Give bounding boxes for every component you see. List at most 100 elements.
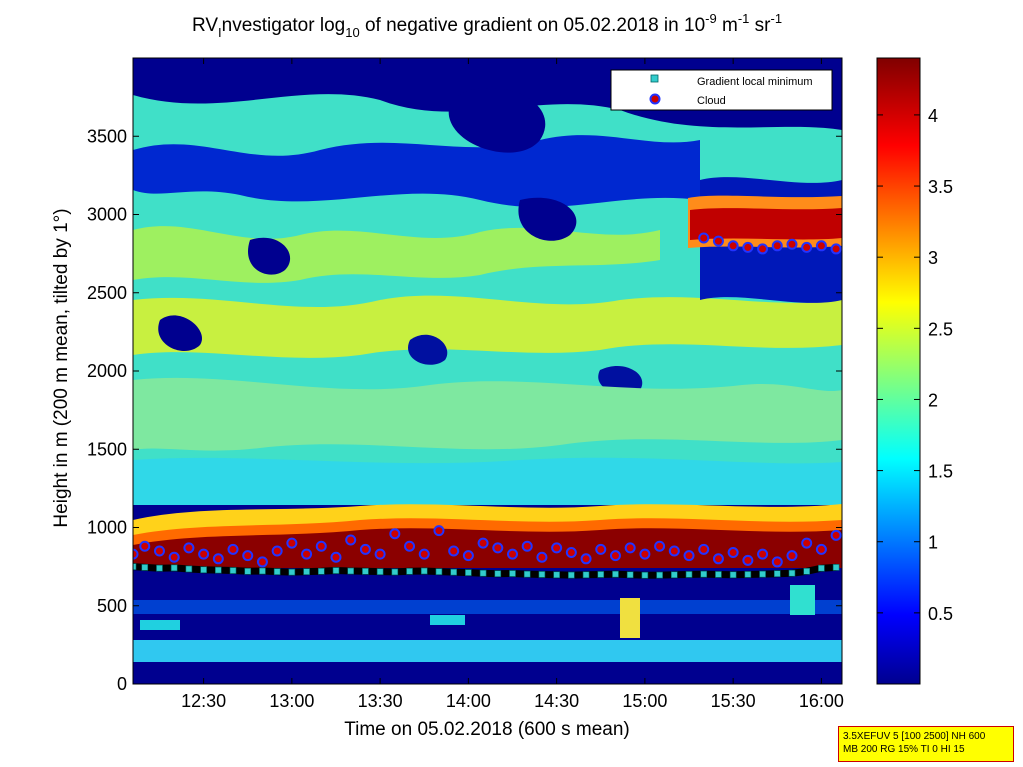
x-tick-label: 13:00 [269,691,314,711]
gradient-minimum-marker [420,567,428,575]
colorbar-tick-label: 2.5 [928,319,953,339]
cloud-marker [801,537,813,549]
gradient-minimum-marker [376,568,384,575]
cloud-marker [698,232,710,244]
y-tick-label: 1000 [87,518,127,538]
cloud-marker [271,545,283,557]
cloud-marker [698,543,710,555]
cloud-marker [345,534,357,546]
x-axis-label: Time on 05.02.2018 (600 s mean) [344,719,630,740]
y-axis-label: Height in m (200 m mean, tilted by 1°) [51,208,72,527]
y-tick-label: 0 [117,674,127,694]
cloud-marker [742,241,754,253]
gradient-minimum-marker [133,563,137,570]
x-tick-label: 15:00 [622,691,667,711]
cloud-marker [830,529,842,541]
x-tick-label: 16:00 [799,691,844,711]
gradient-minimum-marker [759,570,766,578]
x-axis: 12:30 13:00 13:30 14:00 14:30 15:00 15:30 16:00 [181,58,844,711]
gradient-minimum-marker [788,569,796,577]
gradient-minimum-marker [170,564,178,572]
cloud-marker [815,240,827,252]
cloud-marker [712,235,724,247]
cloud-marker [757,243,769,255]
cloud-marker [153,545,165,557]
cloud-marker [301,548,313,560]
gradient-minimum-marker [450,568,457,576]
cloud-marker [404,540,416,552]
legend-square-marker [650,74,659,83]
colorbar: 0.5 1 1.5 2 2.5 3 3.5 4 [876,57,953,685]
cloud-marker [315,540,327,552]
cloud-marker [507,548,519,560]
cloud-marker [374,548,386,560]
gradient-minimum-marker [391,568,399,576]
cloud-marker [212,553,224,565]
gradient-minimum-marker [626,571,634,579]
cloud-marker [786,550,798,562]
colorbar-tick-label: 1 [928,533,938,553]
x-tick-label: 15:30 [711,691,756,711]
gradient-minimum-marker [303,568,310,575]
y-tick-label: 3000 [87,205,127,225]
gradient-minimum-marker [259,567,266,575]
cloud-marker [742,554,754,566]
cloud-marker [565,547,577,559]
y-axis: 0 500 1000 1500 2000 2500 3000 3500 [87,126,842,694]
chart-title: RVInvestigator log10 of negative gradien… [192,11,782,40]
gradient-minimum-marker [215,566,222,574]
cloud-marker [168,551,180,563]
gradient-minimum-marker [538,571,546,578]
colorbar-tick-label: 3 [928,248,938,268]
gradient-minimum-marker [553,571,560,579]
cloud-marker [727,240,739,252]
x-tick-label: 14:30 [534,691,579,711]
cloud-marker [418,548,430,560]
gradient-minimum-marker [332,567,340,574]
cloud-marker [477,537,489,549]
cloud-marker [580,553,592,565]
y-tick-label: 2500 [87,283,127,303]
gradient-minimum-marker [685,571,693,578]
cloud-marker [683,550,695,562]
gradient-minimum-marker [156,564,163,572]
gradient-minimum-marker [479,569,487,577]
cloud-marker [771,556,783,568]
cloud-marker [139,540,151,552]
cloud-marker [462,550,474,562]
gradient-minimum-marker [729,571,737,579]
gradient-minimum-marker [773,570,781,577]
gradient-minimum-marker [818,564,825,572]
info-line-2: MB 200 RG 15% TI 0 HI 15 [843,744,965,755]
info-box: 3.5XEFUV 5 [100 2500] NH 600 MB 200 RG 1… [838,726,1014,762]
gradient-minimum-marker [200,566,207,574]
gradient-minimum-marker [244,568,252,575]
cloud-marker [801,241,813,253]
x-tick-label: 13:30 [358,691,403,711]
legend-circle-marker [649,93,661,105]
cloud-marker [286,537,298,549]
cloud-marker [771,240,783,252]
cloud-marker [668,545,680,557]
cloud-marker [198,548,210,560]
legend: Gradient local minimum Cloud [610,69,833,111]
gradient-minimum-marker [803,568,810,575]
cloud-marker [536,551,548,563]
cloud-marker [433,525,445,537]
gradient-minimum-marker [744,571,752,578]
gradient-minimum-marker [229,567,237,574]
gradient-minimum-marker [141,564,149,571]
cloud-marker [521,540,533,552]
cloud-marker [359,543,371,555]
gradient-minimum-marker [597,571,605,578]
cloud-marker [242,550,254,562]
gradient-minimum-marker [347,567,355,575]
cloud-marker [389,528,401,540]
cloud-marker [183,542,195,554]
legend-label-cloud: Cloud [697,95,726,107]
gradient-minimum-marker [612,570,619,578]
gradient-minimum-marker [656,571,663,579]
data-markers [133,232,842,579]
gradient-minimum-marker [435,568,443,575]
